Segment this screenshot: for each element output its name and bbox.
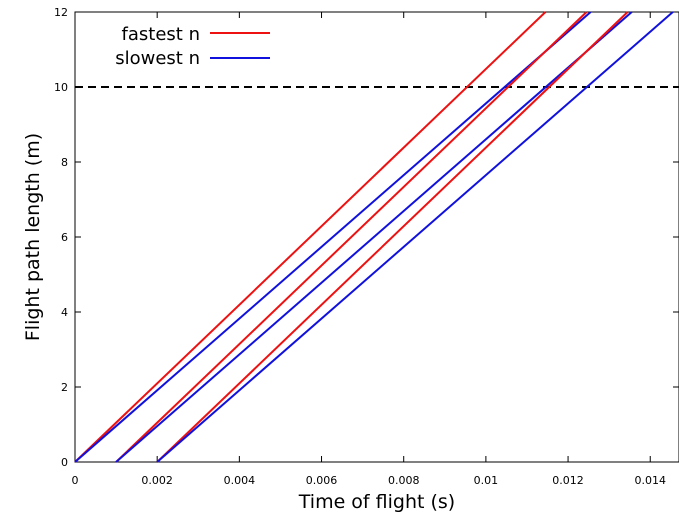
- series-line-2: [115, 11, 588, 463]
- y-tick-label: 2: [61, 381, 68, 394]
- y-tick-label: 8: [61, 156, 68, 169]
- series-line-4: [156, 11, 629, 463]
- y-tick-label: 12: [54, 6, 68, 19]
- y-tick-label: 4: [61, 306, 68, 319]
- series-group: [74, 11, 674, 463]
- y-tick-label: 0: [61, 456, 68, 469]
- legend-label-fastest: fastest n: [122, 24, 200, 45]
- y-axis-label: Flight path length (m): [22, 133, 44, 341]
- series-line-5: [156, 11, 674, 463]
- x-tick-label: 0.002: [141, 474, 173, 487]
- x-tick-label: 0.014: [634, 474, 666, 487]
- plot-frame: [74, 11, 679, 463]
- x-tick-label: 0: [72, 474, 79, 487]
- legend: fastest n slowest n: [115, 24, 270, 69]
- y-tick-label: 6: [61, 231, 68, 244]
- ticks: 0 0.002 0.004 0.006 0.008 0.01 0.012 0.014 0 2 4 6 8…: [54, 6, 679, 487]
- series-line-3: [115, 11, 633, 463]
- series-line-1: [74, 11, 592, 463]
- x-tick-label: 0.006: [306, 474, 338, 487]
- legend-label-slowest: slowest n: [115, 48, 200, 69]
- x-tick-label: 0.004: [224, 474, 256, 487]
- x-tick-label: 0.012: [552, 474, 584, 487]
- series-line-0: [74, 11, 547, 463]
- x-tick-label: 0.008: [388, 474, 420, 487]
- x-tick-label: 0.01: [474, 474, 499, 487]
- y-tick-label: 10: [54, 81, 68, 94]
- x-axis-label: Time of flight (s): [298, 491, 455, 513]
